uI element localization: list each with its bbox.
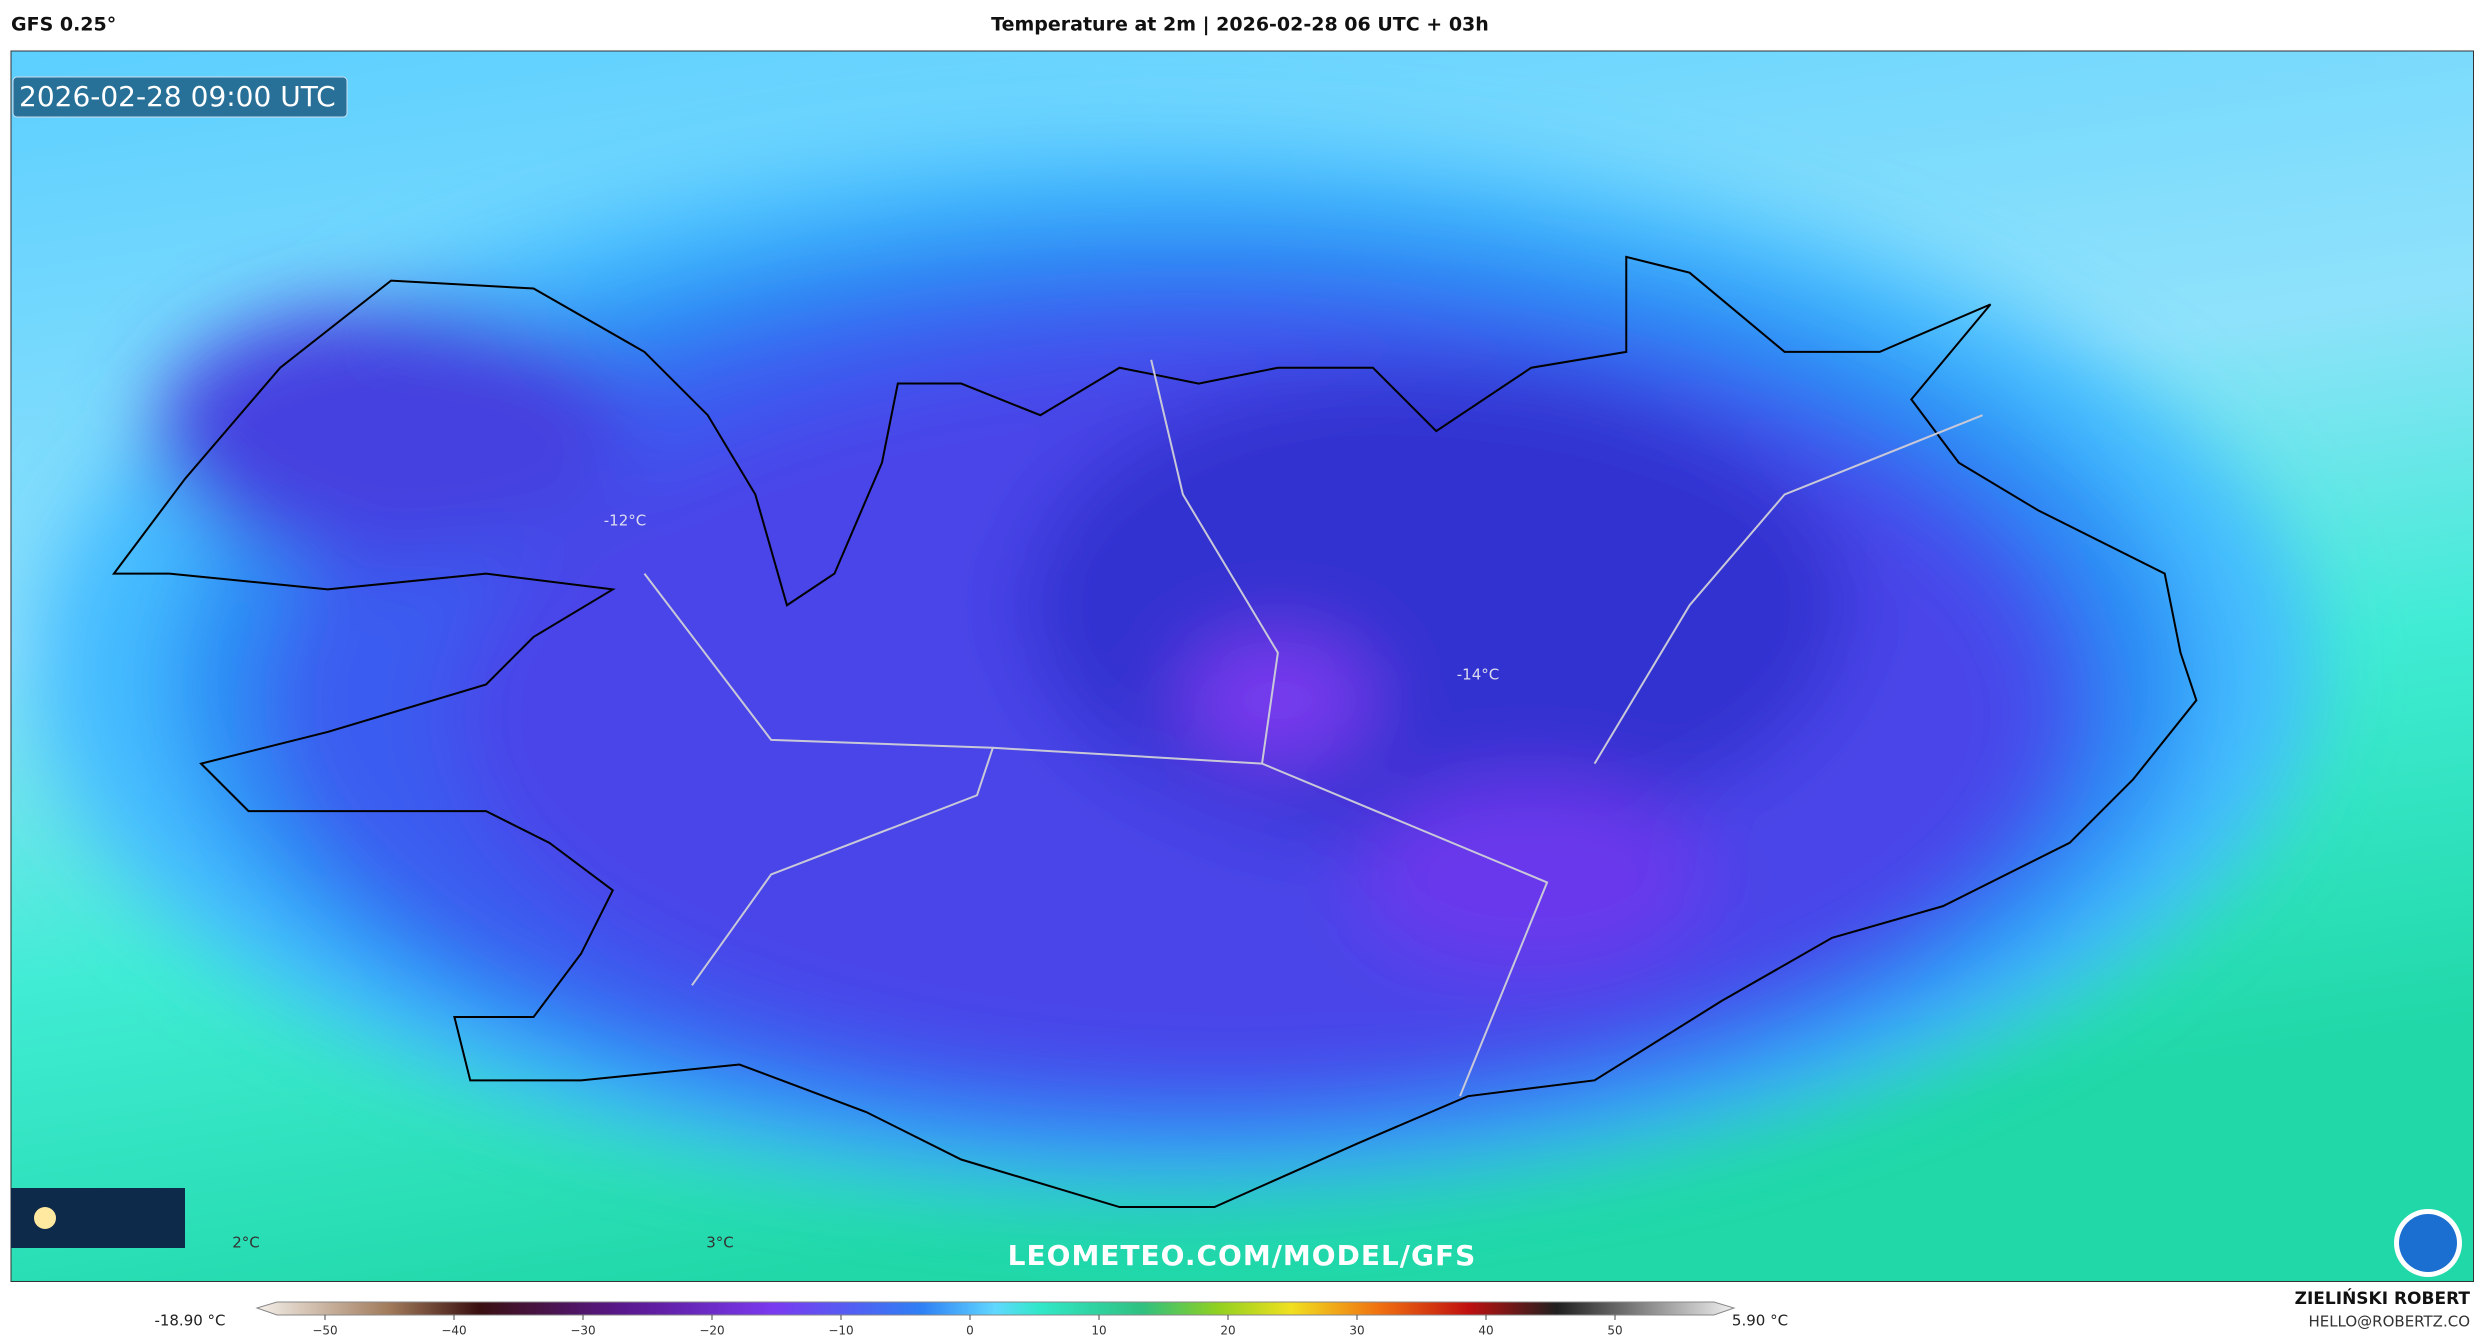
colorbar-tick-label: 50 [1607, 1324, 1622, 1338]
colorbar-tick-label: 30 [1349, 1324, 1364, 1338]
borders [644, 360, 1982, 1096]
model-name: GFS 0.25° [11, 14, 116, 36]
map-frame [11, 51, 2473, 1281]
logo-sun [34, 1207, 56, 1229]
coastline [114, 257, 2196, 1207]
temp-label: -14°C [1457, 666, 1499, 684]
colorbar-tick-label: 10 [1091, 1324, 1106, 1338]
colorbar-tick-label: −40 [441, 1324, 466, 1338]
colorbar-tick-label: −20 [699, 1324, 724, 1338]
colorbar-tick-label: 0 [966, 1324, 974, 1338]
colorbar-max: 5.90 °C [1732, 1312, 1788, 1330]
temperature-field [34, 146, 2316, 1192]
colorbar-tick-label: 20 [1220, 1324, 1235, 1338]
colorbar-tick-label: −10 [828, 1324, 853, 1338]
watermark: LEOMETEO.COM/MODEL/GFS [1008, 1239, 1477, 1272]
time-box [12, 76, 348, 118]
temp-label: -12°C [604, 512, 646, 530]
colorbar-tick-label: −30 [570, 1324, 595, 1338]
colorbar-min: -18.90 °C [154, 1312, 225, 1330]
email: HELLO@ROBERTZ.CO [2308, 1313, 2470, 1331]
map [11, 51, 2473, 1281]
noaa-logo-inner [2399, 1214, 2457, 1272]
temp-label: 2°C [232, 1234, 260, 1252]
temp-label: 3°C [706, 1234, 734, 1252]
valid-time: 2026-02-28 09:00 UTC [19, 80, 336, 113]
colorbar-tick-label: −50 [312, 1324, 337, 1338]
author: ZIELIŃSKI ROBERT [2295, 1287, 2471, 1309]
title: Temperature at 2m | 2026-02-28 06 UTC + … [991, 14, 1489, 36]
colorbar [255, 1301, 1736, 1316]
colorbar-tick-label: 40 [1478, 1324, 1493, 1338]
